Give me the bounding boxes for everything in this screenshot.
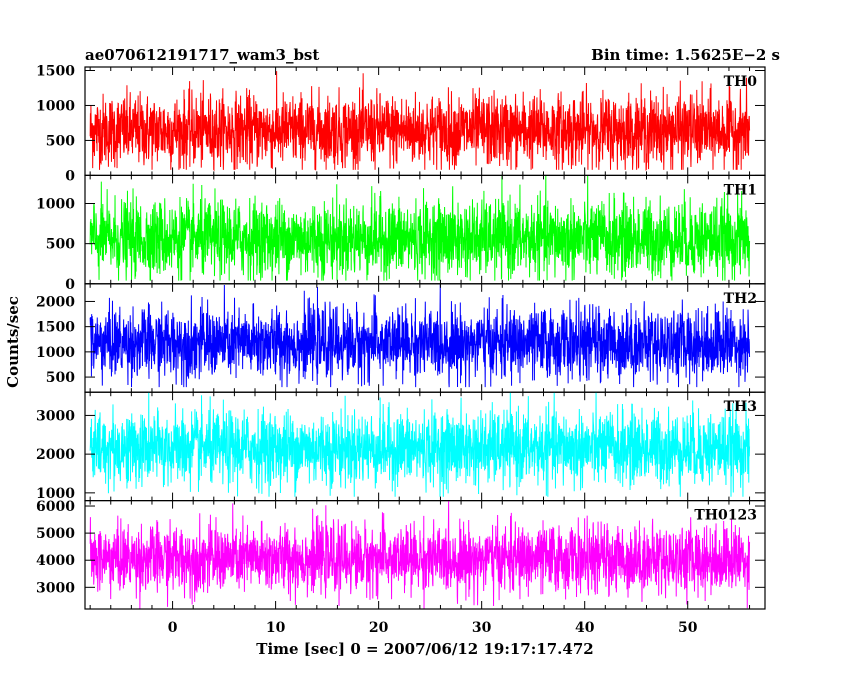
x-tick-label: 50 <box>678 620 698 636</box>
series-line-th1 <box>89 175 751 281</box>
x-axis-label: Time [sec] 0 = 2007/06/12 19:17:17.472 <box>256 640 593 658</box>
x-tick-label: 40 <box>575 620 595 636</box>
y-tick-label: 1000 <box>36 345 75 361</box>
y-tick-label: 500 <box>46 133 75 149</box>
y-tick-label: 500 <box>46 370 75 386</box>
y-tick-label: 500 <box>46 237 75 253</box>
y-tick-label: 1000 <box>36 197 75 213</box>
chart-title: ae070612191717_wam3_bst <box>85 46 319 64</box>
y-tick-label: 5000 <box>36 526 75 542</box>
bin-time-label: Bin time: 1.5625E−2 s <box>591 46 780 64</box>
y-tick-label: 4000 <box>36 553 75 569</box>
series-line-th3 <box>89 392 751 497</box>
series-line-th2 <box>89 283 751 388</box>
y-tick-label: 0 <box>65 277 75 293</box>
y-axis-label: Counts/sec <box>4 296 22 388</box>
y-tick-label: 2000 <box>36 294 75 310</box>
y-tick-label: 1500 <box>36 63 75 79</box>
panel-label-th2: TH2 <box>724 291 757 307</box>
y-tick-label: 6000 <box>36 499 75 515</box>
panel-label-th1: TH1 <box>724 182 757 198</box>
y-tick-label: 2000 <box>36 447 75 463</box>
x-tick-label: 20 <box>369 620 389 636</box>
x-tick-label: 10 <box>266 620 286 636</box>
y-tick-label: 1000 <box>36 98 75 114</box>
y-tick-label: 1500 <box>36 320 75 336</box>
y-tick-label: 3000 <box>36 580 75 596</box>
y-tick-label: 0 <box>65 168 75 184</box>
panel-label-th3: TH3 <box>724 399 757 415</box>
panels-group: 050010001500TH005001000TH150010001500200… <box>36 63 766 636</box>
series-line-th0 <box>89 71 751 172</box>
panel-label-th0: TH0 <box>724 74 758 90</box>
x-tick-label: 30 <box>472 620 492 636</box>
panel-frame-th0123 <box>84 500 766 610</box>
x-tick-label: 0 <box>168 620 178 636</box>
y-tick-label: 3000 <box>36 408 75 424</box>
panel-label-th0123: TH0123 <box>694 508 757 524</box>
y-tick-label: 1000 <box>36 486 75 502</box>
series-line-th0123 <box>89 500 751 610</box>
